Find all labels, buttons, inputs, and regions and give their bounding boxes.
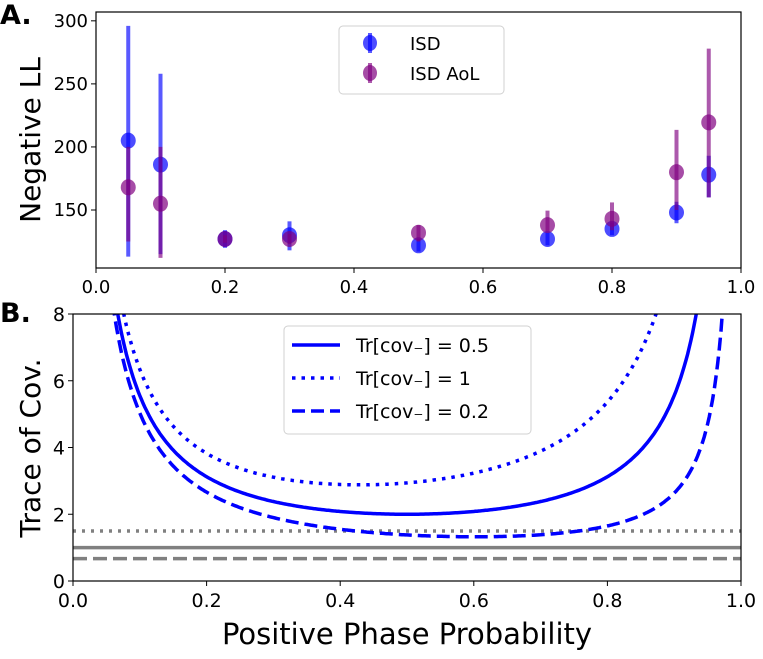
legend-frame bbox=[338, 25, 505, 95]
data-point bbox=[411, 224, 426, 241]
panel-a-label: A. bbox=[0, 0, 32, 31]
plot-area bbox=[73, 314, 741, 561]
data-point bbox=[669, 164, 684, 181]
legend-label: Tr[cov₋] = 0.5 bbox=[355, 335, 489, 357]
x-tick-label: 0.8 bbox=[592, 590, 622, 612]
x-tick-label: 0.6 bbox=[459, 590, 489, 612]
x-tick-label: 0.4 bbox=[325, 590, 355, 612]
legend-label: Tr[cov₋] = 0.2 bbox=[355, 401, 489, 423]
data-point bbox=[282, 230, 297, 247]
panel-b: B. Trace of Cov. Positive Phase Probabil… bbox=[0, 298, 756, 651]
legend-marker bbox=[363, 35, 377, 51]
legend-label: ISD bbox=[410, 34, 441, 55]
x-tick-label: 0.2 bbox=[211, 277, 240, 298]
data-point bbox=[669, 204, 684, 221]
panel-b-label: B. bbox=[0, 298, 31, 329]
y-tick-label: 200 bbox=[54, 137, 88, 158]
panel-b-ylabel: Trace of Cov. bbox=[14, 358, 47, 538]
data-point bbox=[411, 237, 426, 254]
x-tick-label: 0.2 bbox=[191, 590, 221, 612]
y-tick-label: 6 bbox=[53, 371, 65, 393]
curve-solid bbox=[115, 314, 699, 517]
curve-dashed bbox=[112, 314, 725, 539]
x-tick-label: 1.0 bbox=[726, 590, 756, 612]
y-tick-label: 0 bbox=[53, 571, 65, 593]
curve-dotted bbox=[121, 314, 658, 487]
legend-frame bbox=[283, 325, 532, 435]
x-tick-label: 0.0 bbox=[82, 277, 111, 298]
series-isd-aol bbox=[120, 48, 717, 258]
y-tick-label: 300 bbox=[54, 11, 88, 32]
x-tick-label: 0.8 bbox=[598, 277, 627, 298]
legend: Tr[cov₋] = 0.5 Tr[cov₋] = 1 Tr[cov₋] = 0.2 bbox=[283, 325, 532, 435]
legend: ISD ISD AoL bbox=[338, 25, 505, 95]
legend-label: ISD AoL bbox=[410, 64, 479, 85]
panel-b-xlabel: Positive Phase Probability bbox=[222, 617, 592, 651]
data-point bbox=[120, 132, 136, 149]
data-point bbox=[540, 217, 555, 234]
y-tick-label: 2 bbox=[53, 504, 65, 526]
x-tick-label: 1.0 bbox=[727, 277, 756, 298]
axes-frame bbox=[95, 11, 742, 269]
data-point bbox=[153, 195, 168, 212]
legend-label: Tr[cov₋] = 1 bbox=[355, 368, 471, 390]
panel-a-ylabel: Negative LL bbox=[14, 57, 47, 223]
y-tick-label: 4 bbox=[53, 438, 65, 460]
data-point bbox=[540, 230, 555, 247]
x-tick-label: 0.0 bbox=[58, 590, 88, 612]
y-tick-label: 8 bbox=[53, 304, 65, 326]
x-tick-label: 0.4 bbox=[340, 277, 369, 298]
data-point bbox=[217, 230, 233, 247]
data-point bbox=[604, 210, 620, 227]
legend-marker bbox=[363, 65, 377, 81]
data-point bbox=[701, 114, 717, 131]
y-tick-label: 150 bbox=[54, 200, 88, 221]
y-tick-label: 250 bbox=[54, 74, 88, 95]
panel-a: A. Negative LL 0.0 0.2 0.4 0.6 0.8 1.0 150 200 2… bbox=[0, 0, 755, 298]
x-tick-label: 0.6 bbox=[469, 277, 498, 298]
data-point bbox=[120, 179, 136, 196]
